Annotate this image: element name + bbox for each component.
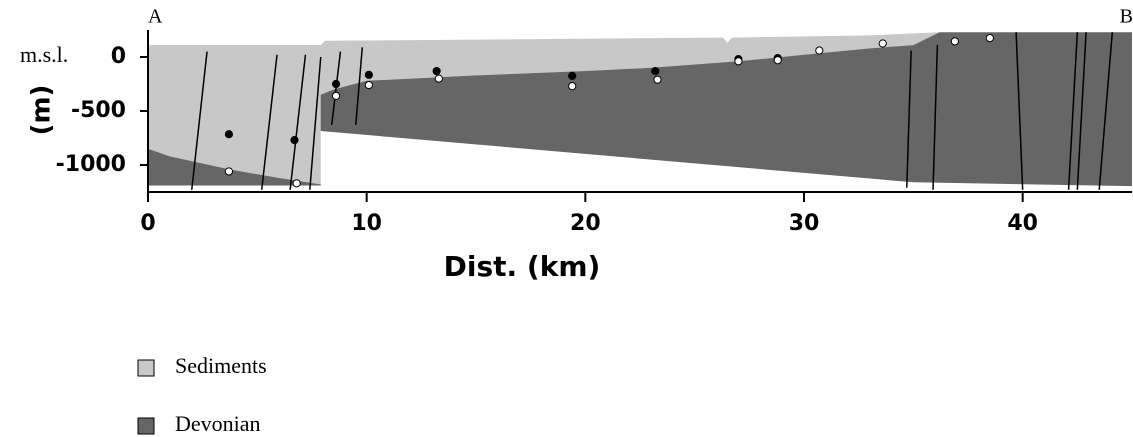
fault-line: [354, 47, 364, 126]
fault-line: [1076, 32, 1087, 190]
sample-point: [950, 37, 959, 46]
unit-area: [148, 32, 1132, 187]
y-tick-label: -1000: [56, 152, 126, 177]
fault-line: [330, 51, 342, 126]
sample-point: [331, 91, 341, 100]
fault-line: [309, 56, 322, 190]
sample-point: [815, 46, 824, 55]
legend: Sediments Devonian: [137, 353, 267, 436]
x-tick-label: 30: [789, 211, 820, 236]
sample-point: [290, 136, 299, 145]
legend-label: Devonian: [175, 411, 261, 436]
sample-point: [224, 130, 234, 139]
fault-line: [1098, 32, 1114, 190]
sample-point: [568, 71, 577, 81]
sample-point: [878, 39, 887, 48]
fault-line: [260, 54, 278, 190]
sample-point: [653, 75, 662, 84]
fault-line: [190, 51, 208, 190]
plot-area: [148, 32, 1132, 190]
sample-point: [773, 56, 782, 65]
sample-point: [364, 70, 373, 79]
sample-point: [734, 57, 743, 66]
legend-swatch: [137, 417, 155, 435]
y-axis-label: (m): [27, 85, 57, 136]
x-tick-label: 0: [140, 211, 155, 236]
legend-label: Sediments: [175, 353, 267, 378]
y-tick-label: -500: [71, 98, 126, 123]
sample-point: [568, 82, 577, 91]
fault-line: [906, 50, 912, 188]
y-tick-label: 0: [111, 44, 126, 69]
sample-point: [434, 74, 443, 83]
section-start-label: A: [148, 6, 163, 28]
unit-area: [148, 32, 940, 185]
sample-point: [985, 34, 994, 43]
sample-point: [224, 167, 234, 176]
fault-line: [932, 45, 939, 190]
sample-point: [651, 66, 660, 76]
sample-point: [331, 79, 341, 89]
x-tick-label: 10: [351, 211, 382, 236]
fault-line: [289, 54, 307, 190]
sample-point: [432, 66, 441, 76]
x-axis-label: Dist. (km): [444, 250, 601, 283]
x-tick-label: 20: [570, 211, 601, 236]
x-tick-label: 40: [1007, 211, 1038, 236]
legend-swatch: [137, 359, 155, 377]
sample-point: [292, 179, 301, 188]
zero-label: m.s.l.: [20, 42, 68, 67]
fault-line: [1067, 32, 1079, 190]
sample-point: [364, 80, 373, 90]
fault-line: [1015, 32, 1024, 190]
section-end-label: B: [1120, 6, 1133, 28]
